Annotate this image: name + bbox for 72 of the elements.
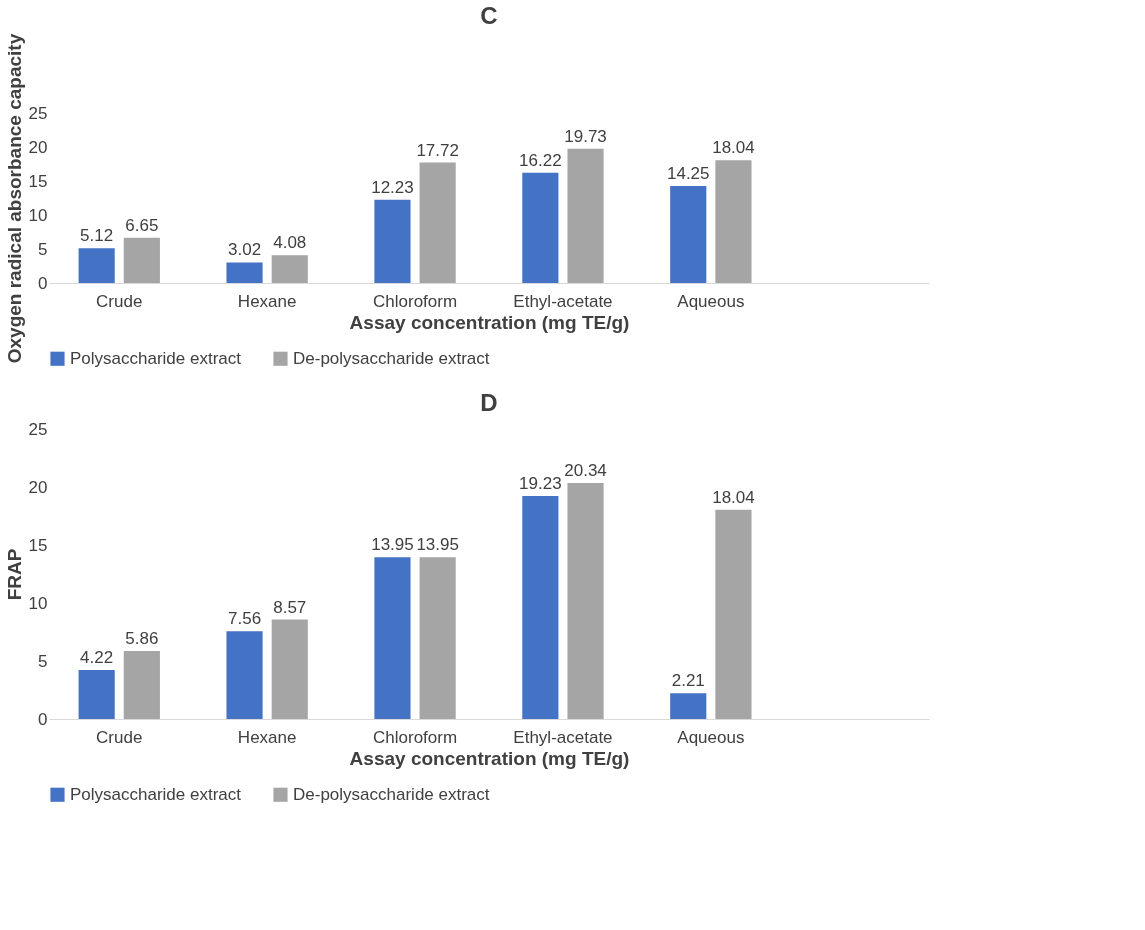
data-label: 4.22: [80, 648, 114, 668]
bar: [226, 631, 263, 719]
y-tick-label: 5: [38, 651, 48, 671]
bar: [715, 509, 752, 719]
bar: [226, 262, 263, 283]
data-label: 4.08: [273, 233, 307, 253]
data-label: 17.72: [416, 140, 459, 160]
y-tick-label: 5: [38, 239, 48, 259]
y-tick-label: 20: [28, 137, 48, 157]
bar: [670, 186, 707, 283]
data-label: 20.34: [564, 461, 607, 481]
x-tick-label: Chloroform: [373, 727, 458, 747]
chart-title: D: [480, 389, 498, 416]
bar: [419, 557, 456, 719]
y-tick-label: 0: [38, 709, 48, 729]
x-tick-label: Chloroform: [373, 291, 458, 311]
y-axis-title: Oxygen radical absorbance capacity: [3, 33, 25, 364]
bar: [522, 172, 559, 283]
bar: [567, 148, 604, 283]
data-label: 18.04: [712, 487, 755, 507]
data-label: 2.21: [671, 671, 705, 691]
data-label: 8.57: [273, 597, 307, 617]
data-label: 16.22: [519, 150, 562, 170]
bar: [123, 651, 160, 719]
bar: [78, 248, 115, 283]
legend-label: De-polysaccharide extract: [293, 784, 490, 804]
x-tick-label: Aqueous: [677, 727, 745, 747]
y-tick-label: 10: [28, 593, 48, 613]
x-tick-label: Hexane: [237, 727, 297, 747]
data-label: 13.95: [371, 535, 414, 555]
bar: [419, 162, 456, 283]
bar: [374, 557, 411, 719]
data-label: 6.65: [125, 215, 159, 235]
y-tick-label: 20: [28, 477, 48, 497]
bar: [715, 160, 752, 283]
x-tick-label: Crude: [96, 291, 143, 311]
legend-label: De-polysaccharide extract: [293, 348, 490, 368]
y-axis-title: FRAP: [3, 548, 25, 601]
x-axis-title: Assay concentration (mg TE/g): [349, 311, 630, 333]
y-tick-label: 0: [38, 273, 48, 293]
data-label: 13.95: [416, 535, 459, 555]
x-tick-label: Crude: [96, 727, 143, 747]
bar: [522, 495, 559, 719]
data-label: 5.12: [80, 226, 114, 246]
data-label: 14.25: [666, 164, 710, 184]
bar: [271, 619, 308, 719]
data-label: 19.23: [519, 473, 562, 493]
x-axis-title: Assay concentration (mg TE/g): [349, 747, 630, 769]
bar: [567, 483, 604, 719]
bar: [670, 693, 707, 719]
legend-label: Polysaccharide extract: [70, 348, 242, 368]
chart-title: C: [480, 2, 498, 30]
y-tick-label: 10: [28, 205, 48, 225]
bar: [78, 670, 115, 719]
bar: [271, 255, 308, 283]
y-tick-label: 15: [28, 171, 48, 191]
bar: [123, 237, 160, 283]
data-label: 12.23: [371, 177, 414, 197]
y-tick-label: 15: [28, 535, 48, 555]
x-tick-label: Ethyl-acetate: [513, 727, 613, 747]
data-label: 7.56: [228, 609, 262, 629]
data-label: 19.73: [564, 126, 607, 146]
legend-label: Polysaccharide extract: [70, 784, 242, 804]
x-tick-label: Aqueous: [677, 291, 745, 311]
y-tick-label: 25: [28, 103, 48, 123]
data-label: 18.04: [712, 138, 755, 158]
x-tick-label: Hexane: [237, 291, 297, 311]
x-tick-label: Ethyl-acetate: [513, 291, 613, 311]
data-label: 5.86: [125, 629, 159, 649]
bar: [374, 199, 411, 283]
data-label: 3.02: [228, 240, 262, 260]
y-tick-label: 25: [28, 419, 48, 439]
